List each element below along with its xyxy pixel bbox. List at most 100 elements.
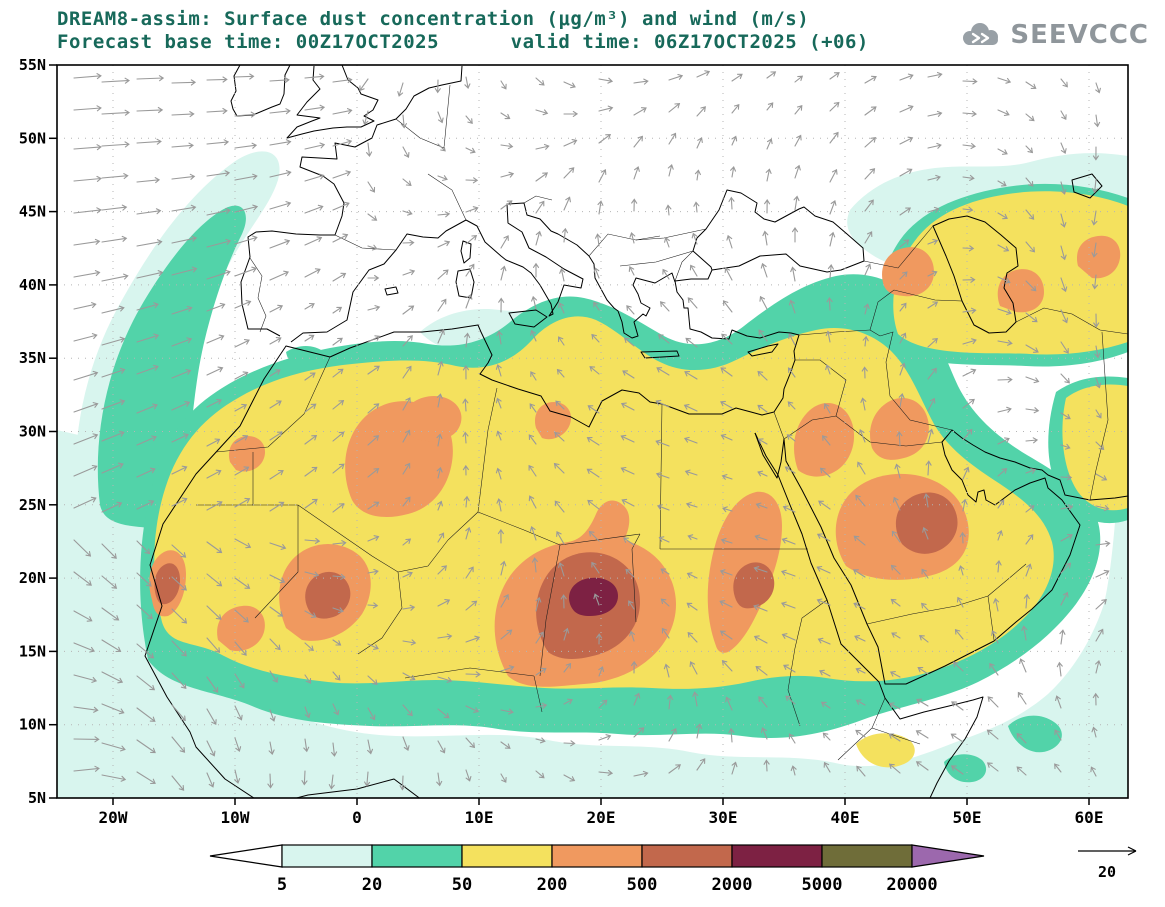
wind-arrow <box>136 333 160 343</box>
logo-text: SEEVCCC <box>1010 20 1149 50</box>
wind-arrow <box>136 75 165 82</box>
wind-arrow <box>529 403 537 413</box>
wind-arrow <box>915 761 929 771</box>
wind-arrow <box>794 104 803 115</box>
wind-arrow <box>629 232 636 244</box>
wind-arrow <box>171 337 193 347</box>
wind-arrow <box>101 336 126 346</box>
wind-arrow <box>1060 245 1067 261</box>
wind-arrow <box>171 111 195 118</box>
wind-arrow <box>328 774 335 790</box>
wind-arrow <box>304 268 321 278</box>
wind-arrow <box>171 704 186 722</box>
wind-arrow <box>596 633 603 645</box>
wind-arrow <box>626 305 635 315</box>
wind-arrow <box>962 174 975 181</box>
wind-arrow <box>691 232 698 245</box>
wind-arrow <box>791 227 799 243</box>
wind-arrow <box>269 270 290 281</box>
wind-arrow <box>623 337 635 347</box>
wind-arrow <box>724 267 733 281</box>
wind-arrow <box>136 771 156 785</box>
wind-arrow <box>719 630 733 640</box>
wind-arrow <box>823 761 831 773</box>
wind-arrow <box>829 231 836 247</box>
x-axis-tick-label: 0 <box>352 808 362 827</box>
wind-arrow <box>765 168 772 182</box>
wind-arrow <box>437 708 450 719</box>
wind-arrow <box>101 399 126 410</box>
wind-arrow <box>73 105 102 112</box>
wind-arrow <box>73 433 99 445</box>
wind-arrow <box>463 495 470 508</box>
wind-arrow <box>528 464 537 477</box>
wind-arrow <box>437 143 446 152</box>
wind-arrow <box>722 506 733 513</box>
wind-arrow <box>234 673 245 689</box>
wind-arrow <box>558 562 565 577</box>
wind-arrow <box>899 332 907 344</box>
x-axis-tick-label: 30E <box>709 808 738 827</box>
wind-arrow <box>402 305 415 315</box>
wind-arrow <box>101 204 128 211</box>
wind-arrow <box>402 269 416 276</box>
wind-arrow <box>785 695 796 705</box>
wind-arrow <box>101 141 130 148</box>
wind-arrow <box>535 737 546 744</box>
wind-arrow <box>101 173 129 180</box>
wind-arrow <box>1095 660 1102 674</box>
wind-arrow <box>1025 563 1032 577</box>
wind-arrow <box>535 109 549 116</box>
wind-arrow <box>402 397 411 411</box>
wind-arrow <box>171 433 189 443</box>
wind-arrow <box>332 233 349 243</box>
wind-arrow <box>989 662 999 676</box>
wind-arrow <box>399 775 406 791</box>
x-axis-tick-label: 50E <box>953 808 982 827</box>
wind-arrow <box>696 70 711 78</box>
wind-arrow <box>1095 82 1101 94</box>
wind-arrow <box>656 504 670 511</box>
wind-arrow <box>332 108 353 115</box>
wind-arrow <box>234 371 249 380</box>
wind-arrow <box>332 306 343 314</box>
wind-arrow <box>496 498 503 512</box>
wind-arrow <box>101 607 120 621</box>
wind-arrow <box>696 136 703 149</box>
wind-arrow <box>500 741 511 749</box>
wind-arrow <box>561 227 569 243</box>
wind-arrow <box>852 569 866 578</box>
wind-arrow <box>888 763 901 774</box>
y-axis-tick-label: 35N <box>19 349 46 367</box>
wind-arrow <box>657 334 670 344</box>
wind-vector-layer <box>73 70 1111 791</box>
wind-arrow <box>695 723 703 739</box>
wind-arrow <box>73 706 99 713</box>
wind-arrow <box>136 270 164 279</box>
colorbar-right-arrow <box>911 844 985 868</box>
wind-arrow <box>563 662 572 673</box>
wind-arrow <box>825 330 832 343</box>
wind-arrow <box>667 164 674 177</box>
wind-arrow <box>1095 628 1104 642</box>
wind-arrow <box>997 499 1005 509</box>
wind-arrow <box>662 268 670 280</box>
wind-arrow <box>668 727 677 742</box>
wind-arrow <box>171 266 198 276</box>
wind-arrow <box>1060 110 1067 121</box>
wind-arrow <box>332 139 353 147</box>
wind-arrow <box>304 537 321 544</box>
colorbar-level-label: 5000 <box>802 875 843 895</box>
wind-arrow <box>952 661 964 672</box>
wind-arrow <box>829 131 839 144</box>
wind-arrow <box>864 263 872 276</box>
wind-arrow <box>464 332 471 348</box>
wind-arrow <box>268 741 275 756</box>
wind-arrow <box>659 301 670 312</box>
wind-arrow <box>332 607 344 614</box>
wind-arrow <box>269 606 284 617</box>
wind-arrow <box>101 305 125 314</box>
wind-arrow <box>766 102 774 111</box>
wind-arrow <box>891 632 901 639</box>
